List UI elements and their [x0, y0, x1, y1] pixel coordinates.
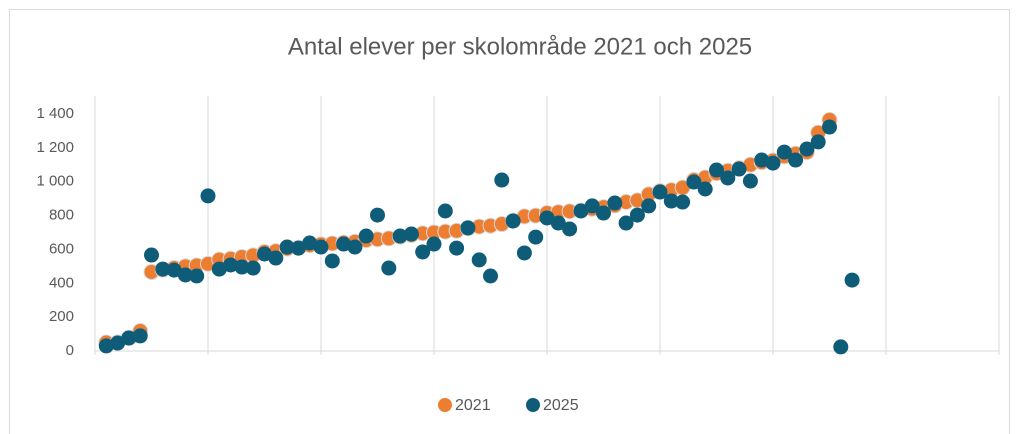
point: [121, 330, 137, 346]
point: [799, 141, 815, 157]
point: [313, 239, 329, 255]
point: [776, 144, 792, 160]
point: [709, 162, 724, 178]
point: [516, 245, 532, 261]
point: [392, 228, 408, 244]
point: [234, 259, 250, 275]
chart-title: Antal elever per skolområde 2021 och 202…: [288, 33, 752, 60]
legend-marker: [438, 398, 452, 412]
point: [483, 268, 498, 284]
point: [189, 268, 205, 284]
point: [381, 260, 397, 276]
point: [290, 240, 306, 256]
point: [279, 239, 295, 255]
point: [211, 261, 227, 277]
point: [652, 184, 668, 200]
point: [155, 261, 171, 277]
point: [144, 247, 159, 263]
point: [200, 188, 216, 204]
point: [403, 226, 419, 242]
point: [166, 262, 182, 278]
point: [573, 203, 589, 219]
legend-label: 2021: [455, 397, 491, 414]
point: [539, 210, 555, 226]
point: [98, 338, 114, 354]
point: [302, 235, 318, 251]
point: [742, 173, 758, 189]
y-tick-label: 1 200: [36, 139, 74, 156]
point: [822, 119, 837, 135]
point: [494, 172, 510, 188]
point: [663, 193, 679, 209]
y-tick-label: 1 000: [36, 173, 74, 190]
point: [257, 246, 272, 262]
point: [245, 260, 261, 276]
point: [336, 236, 352, 252]
y-tick-label: 0: [66, 342, 74, 359]
point: [810, 134, 826, 150]
point: [788, 152, 804, 168]
point: [505, 213, 521, 229]
point: [754, 152, 770, 168]
y-tick-label: 1 400: [36, 105, 74, 122]
point: [324, 253, 340, 269]
point: [765, 155, 781, 171]
point: [833, 339, 849, 355]
point: [223, 257, 239, 273]
point: [697, 181, 713, 197]
point: [720, 170, 736, 186]
legend-label: 2025: [543, 397, 579, 414]
y-tick-label: 800: [49, 207, 74, 224]
point: [471, 252, 487, 268]
y-tick-label: 600: [49, 240, 74, 257]
point: [618, 215, 634, 231]
point: [596, 205, 611, 221]
point: [844, 272, 860, 288]
point: [177, 267, 193, 283]
point: [132, 328, 148, 344]
legend-marker: [526, 398, 540, 412]
point: [550, 215, 566, 231]
point: [607, 195, 623, 211]
point: [675, 194, 691, 210]
point: [629, 207, 645, 223]
point: [426, 236, 442, 252]
point: [370, 207, 385, 223]
y-tick-label: 200: [49, 308, 74, 325]
point: [686, 174, 702, 190]
point: [415, 244, 431, 260]
point: [641, 198, 657, 214]
point: [437, 203, 453, 219]
point: [449, 240, 465, 256]
point: [584, 198, 600, 214]
point: [268, 250, 284, 266]
point: [731, 161, 747, 177]
point: [460, 220, 476, 236]
point: [528, 229, 544, 245]
point: [562, 221, 578, 237]
point: [347, 239, 363, 255]
y-tick-label: 400: [49, 274, 74, 291]
point: [358, 228, 374, 244]
point: [110, 335, 126, 351]
